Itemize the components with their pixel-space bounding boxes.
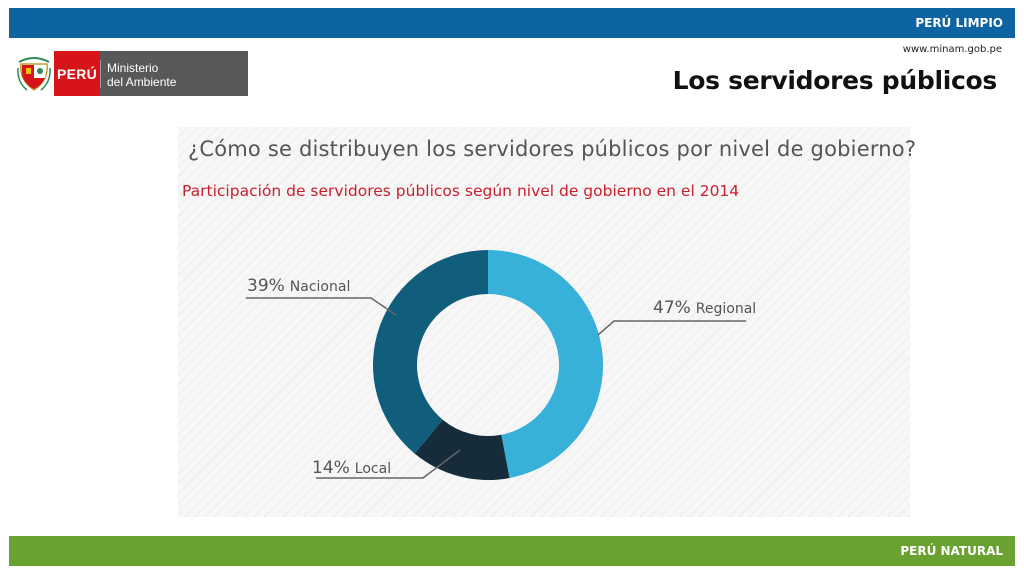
slice-value-regional: 47%	[653, 298, 691, 318]
top-band-text: PERÚ LIMPIO	[915, 16, 1003, 30]
logo-country: PERÚ	[54, 51, 100, 96]
donut-chart: 47% Regional 14% Local 39% Nacional	[246, 250, 756, 481]
coat-of-arms-icon	[14, 51, 54, 96]
slice-label-nacional: 39% Nacional	[247, 276, 350, 296]
leader-line-local	[316, 449, 461, 479]
site-url[interactable]: www.minam.gob.pe	[902, 44, 1002, 55]
chart-subtitle: Participación de servidores públicos seg…	[182, 182, 740, 200]
leader-line-nacional	[246, 297, 397, 316]
slide-title: Los servidores públicos	[672, 66, 998, 95]
slice-name-local: Local	[355, 461, 391, 477]
logo-line2: del Ambiente	[107, 75, 177, 89]
donut-slice-local	[414, 419, 510, 481]
slice-name-nacional: Nacional	[290, 279, 351, 295]
bottom-band-text: PERÚ NATURAL	[900, 544, 1003, 558]
donut-slice-nacional	[373, 250, 488, 454]
infographic-panel: ¿Cómo se distribuyen los servidores públ…	[178, 127, 916, 517]
slice-label-regional: 47% Regional	[653, 298, 756, 318]
bottom-band: PERÚ NATURAL	[9, 536, 1015, 566]
slice-label-local: 14% Local	[312, 458, 391, 478]
leader-line-regional	[597, 320, 746, 336]
top-band: PERÚ LIMPIO	[9, 8, 1015, 38]
slice-value-local: 14%	[312, 458, 350, 478]
ministry-logo: PERÚ Ministerio del Ambiente	[14, 51, 248, 96]
slice-name-regional: Regional	[696, 301, 756, 317]
slice-value-nacional: 39%	[247, 276, 285, 296]
logo-divider	[100, 60, 101, 88]
logo-line1: Ministerio	[107, 61, 159, 75]
logo-ministry: Ministerio del Ambiente	[100, 51, 248, 96]
donut-slice-regional	[488, 250, 604, 478]
chart-title: ¿Cómo se distribuyen los servidores públ…	[188, 137, 917, 161]
